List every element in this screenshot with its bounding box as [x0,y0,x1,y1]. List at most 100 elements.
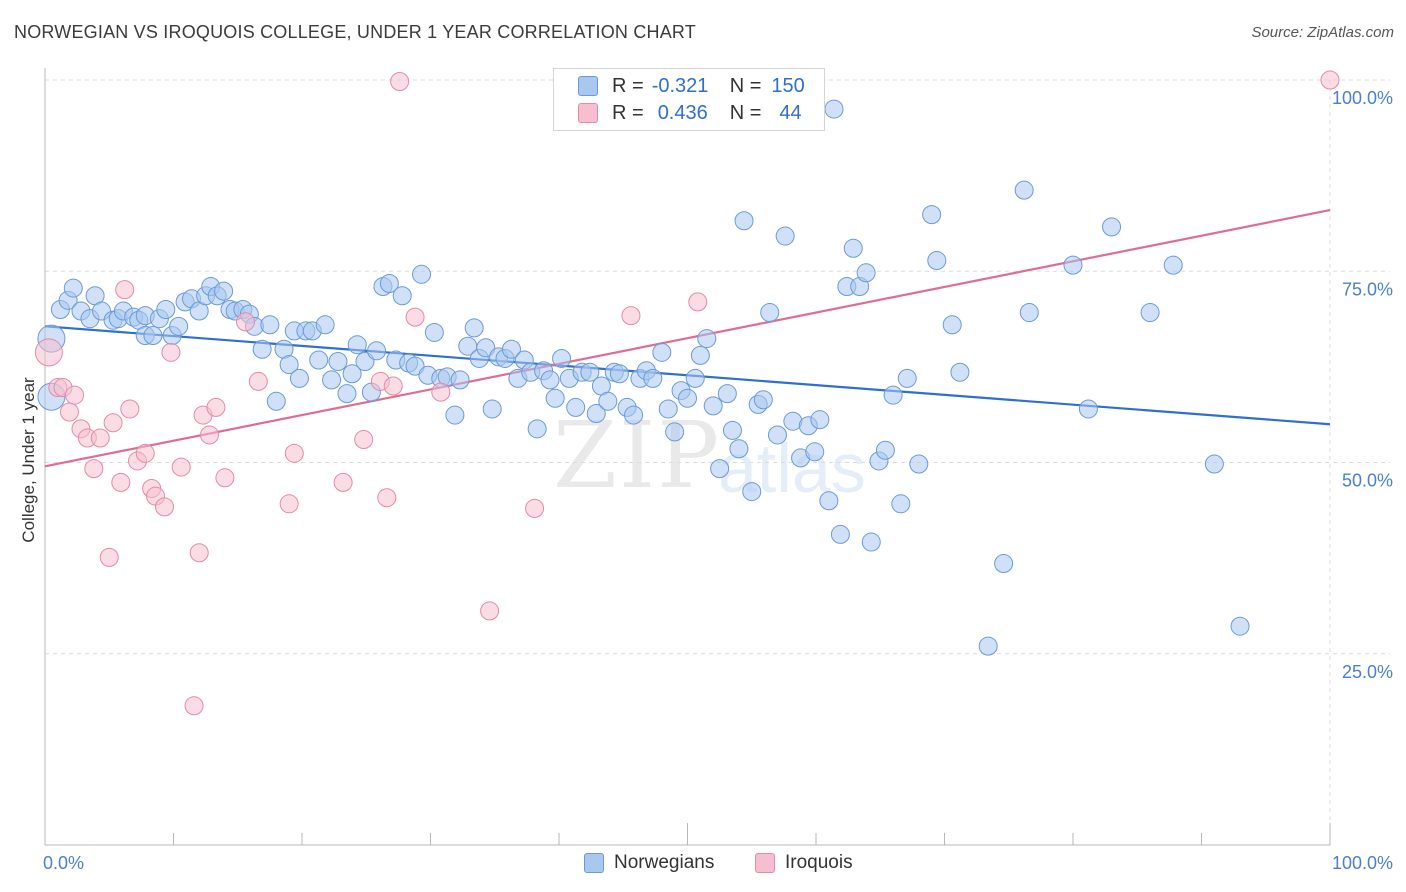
norwegian-point [279,355,299,375]
norwegian-point [722,420,742,440]
iroquois-point [480,601,500,621]
norwegian-point [476,338,496,358]
norwegian-point [609,364,629,384]
iroquois-point [405,307,425,327]
iroquois-point [99,547,119,567]
norwegian-point [586,404,606,424]
iroquois-point [120,399,140,419]
swatch-norwegians [578,76,598,96]
norwegian-point [412,264,432,284]
norwegian-point [717,384,737,404]
norwegian-point [1102,217,1122,237]
iroquois-trend-line [44,208,1331,468]
norwegian-point [260,315,280,335]
iroquois-point [171,457,191,477]
norwegian-point [994,553,1014,573]
norwegian-point [742,482,762,502]
iroquois-point [90,428,110,448]
legend-item-iroquois: Iroquois [755,852,853,874]
stats-legend: R = -0.321 N = 150 R = 0.436 N = 44 [553,68,825,131]
iroquois-point [135,443,155,463]
norwegian-point [63,278,83,298]
iroquois-point [354,430,374,450]
norwegian-point [927,251,947,271]
norwegian-point [347,335,367,355]
stats-legend-row-norwegians: R = -0.321 N = 150 [578,73,805,99]
iroquois-point [115,280,135,300]
norwegian-point [767,425,787,445]
iroquois-point [1320,70,1340,90]
norwegian-point [729,439,749,459]
norwegian-point [214,281,234,301]
norwegian-point [978,636,998,656]
iroquois-point [284,443,304,463]
norwegian-point [824,99,844,119]
iroquois-point [59,402,79,422]
norwegian-point [379,273,399,293]
iroquois-point [431,382,451,402]
iroquois-point [161,342,181,362]
iroquois-point [383,376,403,396]
y-tick-label: 75.0% [1342,279,1393,299]
y-tick-label: 100.0% [1332,88,1393,108]
norwegian-point [540,370,560,390]
norwegian-point [266,391,286,411]
n-value-norwegians: 150 [771,74,805,97]
norwegian-point [710,459,730,479]
norwegian-point [819,491,839,511]
norwegian-point [810,410,830,430]
r-label: R = [612,74,644,97]
chart-title: NORWEGIAN VS IROQUOIS COLLEGE, UNDER 1 Y… [14,22,696,42]
norwegian-point [805,442,825,462]
r-value-iroquois: 0.436 [657,101,708,124]
iroquois-point [206,397,226,417]
tick-labels: 25.0% 50.0% 75.0% 100.0% 0.0% 100.0% [43,88,1393,873]
norwegian-point [328,352,348,372]
stats-legend-row-iroquois: R = 0.436 N = 44 [578,100,802,126]
norwegian-point [289,368,309,388]
norwegian-point [665,422,685,442]
iroquois-point [333,472,353,492]
norwegian-point [342,364,362,384]
swatch-iroquois [578,103,598,123]
x-tick-label-end: 100.0% [1332,853,1393,873]
iroquois-point [688,292,708,312]
iroquois-point [103,413,123,433]
norwegian-point [598,391,618,411]
iroquois-point [189,543,209,563]
norwegian-point [856,263,876,283]
iroquois-point [84,459,104,479]
norwegian-point [464,318,484,338]
n-label: N = [729,74,762,97]
norwegian-point [753,390,773,410]
r-label: R = [612,101,644,124]
norwegian-point [545,388,565,408]
norwegian-point [445,405,465,425]
norwegian-point [580,362,600,382]
iroquois-point [34,338,63,367]
iroquois-point [65,385,85,405]
norwegian-point [942,315,962,335]
norwegian-point [337,384,357,404]
norwegian-point [678,388,697,408]
norwegian-point [643,368,663,388]
norwegian-point [424,322,444,342]
norwegian-point [909,454,929,474]
norwegian-point [1230,616,1250,636]
data-points [34,70,1340,716]
norwegian-point [658,399,678,419]
norwegian-point [734,211,754,231]
norwegian-point [1204,454,1224,474]
norwegian-point [566,397,586,417]
norwegian-point [685,368,705,388]
legend-label-norwegians: Norwegians [614,852,715,873]
norwegian-point [775,226,795,246]
iroquois-point [621,306,641,326]
norwegian-point [1140,303,1160,323]
norwegian-point [482,399,502,419]
iroquois-point [111,472,131,492]
iroquois-point [155,497,175,517]
swatch-iroquois [755,853,775,873]
norwegian-point [760,303,780,323]
